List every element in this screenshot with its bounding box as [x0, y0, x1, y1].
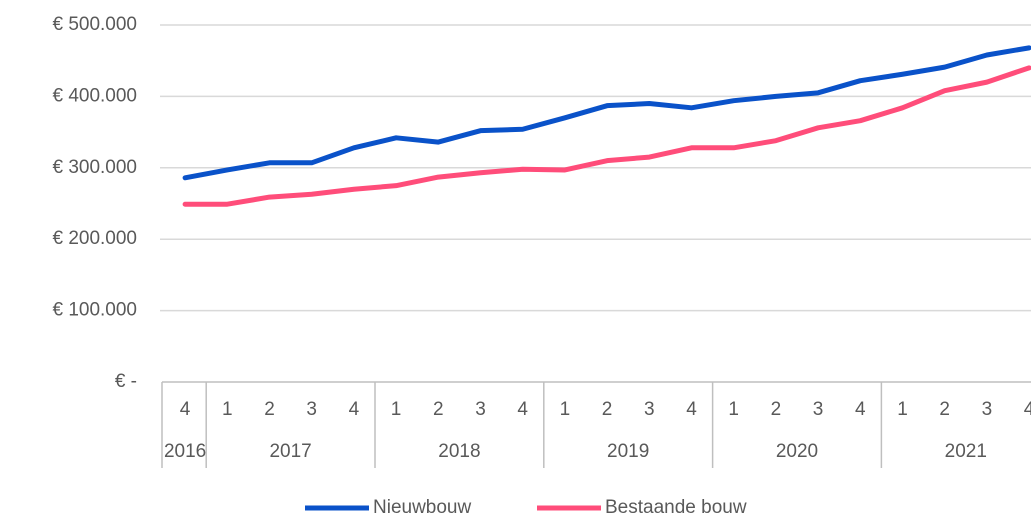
x-group-label: 2019 — [607, 441, 649, 462]
x-tick-label: 1 — [560, 399, 571, 420]
x-tick-label: 3 — [306, 399, 317, 420]
x-tick-label: 4 — [180, 399, 191, 420]
x-group-label: 2020 — [776, 441, 818, 462]
x-tick-label: 4 — [855, 399, 866, 420]
line-series — [182, 45, 1031, 181]
x-group-label: 2016 — [164, 441, 206, 462]
legend-label: Bestaande bouw — [605, 497, 747, 518]
x-group-label: 2018 — [438, 441, 480, 462]
x-tick-label: 4 — [1024, 399, 1031, 420]
y-tick-label: € 400.000 — [52, 85, 137, 106]
x-tick-label: 4 — [686, 399, 697, 420]
x-tick-label: 3 — [982, 399, 993, 420]
x-tick-label: 2 — [264, 399, 275, 420]
x-tick-label: 2 — [939, 399, 950, 420]
x-group-label: 2021 — [945, 441, 987, 462]
x-tick-label: 2 — [602, 399, 613, 420]
x-tick-label: 1 — [222, 399, 233, 420]
line-series — [182, 65, 1031, 207]
y-tick-label: € 300.000 — [52, 157, 137, 178]
x-tick-label: 3 — [644, 399, 655, 420]
y-tick-label: € 200.000 — [52, 228, 137, 249]
x-tick-label: 4 — [517, 399, 528, 420]
y-tick-label: € 500.000 — [52, 14, 137, 35]
x-group-label: 2017 — [269, 441, 311, 462]
x-tick-label: 3 — [813, 399, 824, 420]
x-tick-label: 4 — [349, 399, 360, 420]
legend-label: Nieuwbouw — [373, 497, 471, 518]
x-tick-label: 2 — [433, 399, 444, 420]
x-tick-label: 1 — [728, 399, 739, 420]
x-tick-label: 3 — [475, 399, 486, 420]
y-tick-label: € - — [115, 371, 137, 392]
x-tick-label: 2 — [771, 399, 782, 420]
y-tick-label: € 100.000 — [52, 300, 137, 321]
x-tick-label: 1 — [897, 399, 908, 420]
x-tick-label: 1 — [391, 399, 402, 420]
